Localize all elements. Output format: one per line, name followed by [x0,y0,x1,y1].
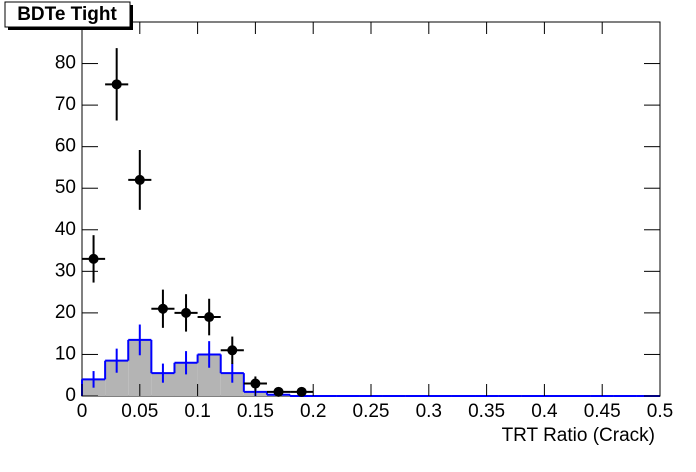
y-tick-label: 30 [55,260,76,281]
x-tick-label: 0.2 [300,401,326,422]
y-tick-label: 70 [55,94,76,115]
histogram-bar [220,373,244,396]
data-point [134,174,145,185]
plot-area: 0 0.05 0.1 0.15 0.2 0.25 0.3 0.35 0.4 0.45 0.5 0 10 2… [55,22,673,422]
y-tick-label: 80 [55,53,76,74]
chart-title: BDTe Tight [17,4,117,25]
x-tick-label: 0.45 [584,401,621,422]
x-tick-label: 0.5 [647,401,673,422]
y-tick-label: 0 [65,385,76,406]
y-tick-label: 50 [55,177,76,198]
histogram-bar [174,362,198,396]
x-axis-label: TRT Ratio (Crack) [502,425,655,446]
data-point [296,386,307,397]
x-tick-label: 0.4 [531,401,558,422]
histogram-bar [105,360,129,396]
data-point [111,79,122,90]
data-point [227,345,238,356]
histogram-bar [151,373,175,396]
x-tick-label: 0.15 [237,401,274,422]
title-box [4,1,131,28]
data-point [204,312,215,323]
y-tick-label: 20 [55,302,76,323]
x-tick-label: 0.05 [121,401,158,422]
histogram-bar [197,354,221,396]
histogram-bar [128,339,152,396]
data-point [88,253,99,264]
x-tick-label: 0.3 [416,401,442,422]
data-point [157,303,168,314]
y-tick-label: 10 [55,343,76,364]
data-point [250,378,261,389]
x-tick-label: 0.35 [468,401,505,422]
x-tick-label: 0 [77,401,88,422]
data-point [181,307,192,318]
data-point [273,386,284,397]
y-tick-label: 60 [55,136,76,157]
x-tick-label: 0.25 [353,401,390,422]
x-tick-label: 0.1 [184,401,210,422]
y-tick-label: 40 [55,219,76,240]
